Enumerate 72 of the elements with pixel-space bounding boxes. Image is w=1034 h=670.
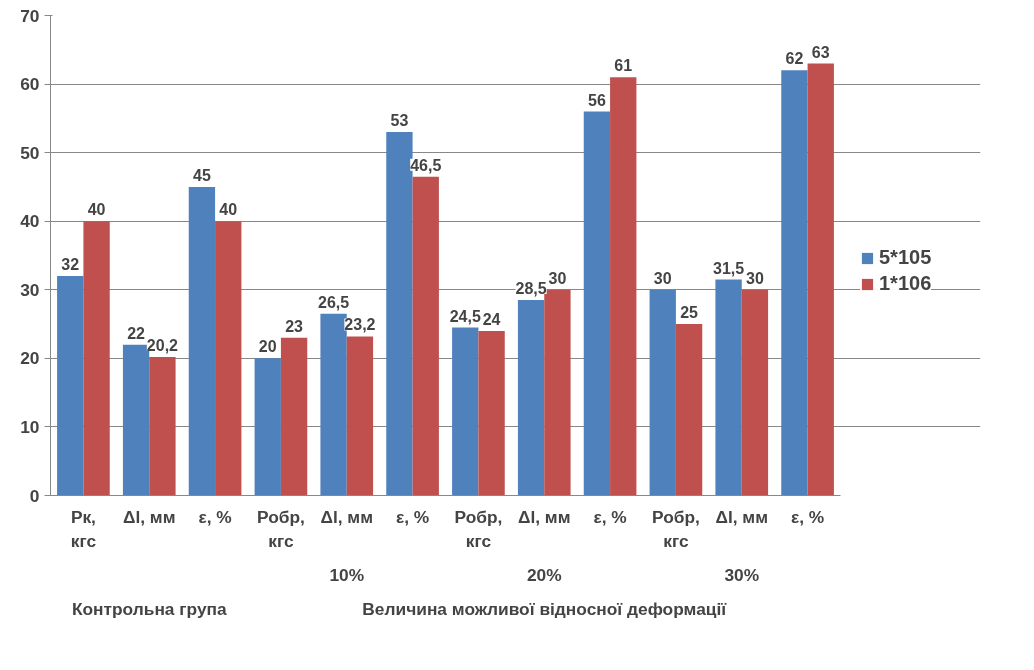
bar xyxy=(346,336,374,496)
bar xyxy=(781,70,808,496)
data-label: 26,5 xyxy=(318,293,350,311)
bar xyxy=(544,289,571,496)
text: 20% xyxy=(526,564,562,585)
bar xyxy=(478,330,505,496)
x-tick-label: Δl, мм xyxy=(517,506,571,527)
data-label: 32 xyxy=(61,256,80,274)
x-tick-label: Робр, кгс xyxy=(652,506,700,551)
text: Контрольна група xyxy=(71,598,227,619)
data-label: 45 xyxy=(193,166,211,184)
data-label: 30 xyxy=(548,269,567,287)
bar xyxy=(149,356,176,496)
text: 10% xyxy=(329,564,365,585)
text: 30% xyxy=(724,564,760,585)
x-tick-label: Рк, кгс xyxy=(70,506,97,551)
y-tick-label: 20 xyxy=(20,348,40,369)
bar xyxy=(583,111,611,496)
bar xyxy=(452,327,479,496)
x-tick-label: Робр, кгс xyxy=(257,506,305,551)
data-label: 30 xyxy=(746,269,764,287)
bar xyxy=(649,289,676,496)
text: Величина можливої відносної деформації xyxy=(362,598,728,619)
bar xyxy=(83,221,110,496)
bar xyxy=(610,77,637,496)
y-tick-label: 0 xyxy=(29,485,40,506)
data-label: 46,5 xyxy=(410,156,442,174)
y-tick-label: 10 xyxy=(20,416,40,437)
data-label: 30 xyxy=(653,269,672,287)
data-label: 40 xyxy=(219,201,238,219)
x-tick-label: ε, % xyxy=(395,506,430,527)
data-label: 31,5 xyxy=(713,259,745,277)
bar xyxy=(675,324,703,496)
y-tick-label: 70 xyxy=(20,5,40,26)
legend-label: 5*105 xyxy=(879,246,932,269)
bar xyxy=(741,289,769,496)
bar xyxy=(188,186,216,496)
data-label: 53 xyxy=(390,112,409,130)
x-tick-label: Δl, мм xyxy=(320,506,374,527)
x-tick-label: Δl, мм xyxy=(122,506,176,527)
bar xyxy=(280,337,308,496)
data-label: 24,5 xyxy=(449,307,481,325)
bar xyxy=(807,63,834,496)
x-tick-label: ε, % xyxy=(198,506,232,527)
x-tick-label: Δl, мм xyxy=(715,506,769,527)
x-tick-label: Робр, кгс xyxy=(454,506,503,551)
bar xyxy=(215,221,242,496)
x-tick-label: ε, % xyxy=(790,506,825,527)
y-tick-label: 30 xyxy=(20,279,40,300)
data-label: 61 xyxy=(614,57,633,75)
data-label: 22 xyxy=(127,324,146,342)
bar xyxy=(57,276,84,496)
y-tick-label: 60 xyxy=(20,74,40,95)
data-label: 23 xyxy=(285,317,304,335)
data-label: 63 xyxy=(811,43,830,61)
data-label: 23,2 xyxy=(344,316,376,334)
data-label: 20,2 xyxy=(146,336,179,354)
data-label: 25 xyxy=(680,304,699,322)
y-tick-label: 40 xyxy=(20,211,40,232)
legend-label: 1*106 xyxy=(879,272,932,295)
x-tick-label: ε, % xyxy=(593,506,627,527)
bar xyxy=(517,300,545,496)
bar xyxy=(715,279,742,496)
data-label: 20 xyxy=(258,338,277,356)
data-label: 28,5 xyxy=(515,280,547,298)
data-label: 24 xyxy=(482,310,501,328)
data-label: 62 xyxy=(785,50,804,68)
data-label: 40 xyxy=(87,201,106,219)
bar xyxy=(412,176,439,496)
data-label: 56 xyxy=(588,91,606,109)
bar xyxy=(254,358,281,496)
y-tick-label: 50 xyxy=(20,142,40,163)
